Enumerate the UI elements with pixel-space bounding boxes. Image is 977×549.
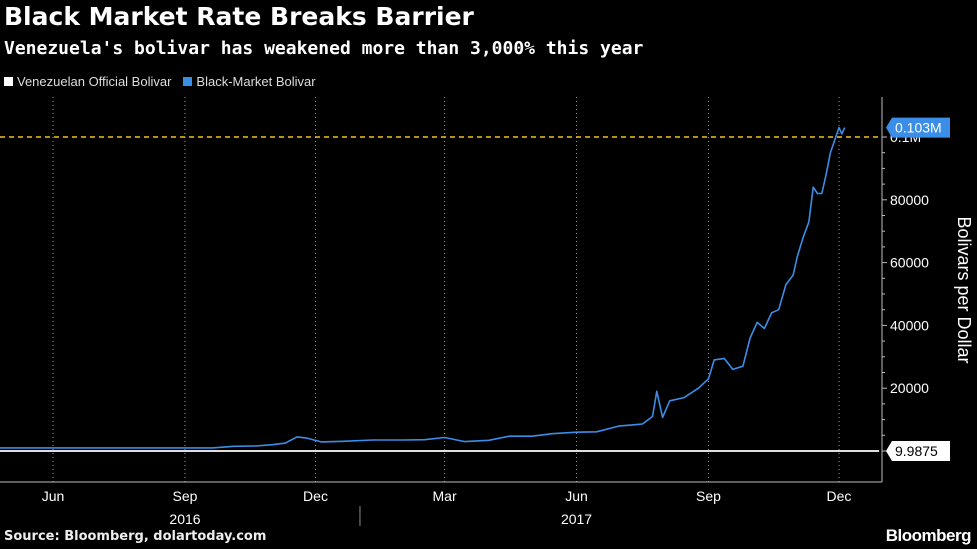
chart-subtitle: Venezuela's bolivar has weakened more th… xyxy=(4,38,644,59)
bloomberg-logo: Bloomberg xyxy=(885,526,972,545)
legend-label-official: Venezuelan Official Bolivar xyxy=(17,74,172,89)
legend-label-black-market: Black-Market Bolivar xyxy=(196,74,316,89)
x-year-label: 2016 xyxy=(169,511,200,527)
legend-swatch-official xyxy=(4,77,13,86)
series-line-black-market xyxy=(0,126,846,449)
x-tick-label: Mar xyxy=(433,488,457,504)
end-label-box-official xyxy=(886,440,950,461)
x-tick-label: Sep xyxy=(696,488,721,504)
end-label-official: 9.9875 xyxy=(895,443,938,459)
source-note: Source: Bloomberg, dolartoday.com xyxy=(4,529,267,544)
end-label-black-market: 0.103M xyxy=(895,120,942,136)
y-tick-label: 60000 xyxy=(890,255,929,271)
x-tick-label: Dec xyxy=(827,488,852,504)
legend: Venezuelan Official Bolivar Black-Market… xyxy=(4,74,316,89)
x-tick-label: Dec xyxy=(303,488,328,504)
end-label-box-black-market xyxy=(886,117,950,138)
x-tick-label: Sep xyxy=(173,488,198,504)
legend-item-black-market: Black-Market Bolivar xyxy=(183,74,316,89)
legend-item-official: Venezuelan Official Bolivar xyxy=(4,74,171,89)
y-tick-label: 80000 xyxy=(890,192,929,208)
x-tick-label: Jun xyxy=(565,488,588,504)
legend-swatch-black-market xyxy=(183,77,193,86)
y-tick-label: 20000 xyxy=(890,380,929,396)
x-tick-label: Jun xyxy=(42,488,65,504)
chart-title: Black Market Rate Breaks Barrier xyxy=(4,2,474,31)
y-tick-label: 40000 xyxy=(890,317,929,333)
y-axis-title: Bolivars per Dollar xyxy=(954,216,974,363)
x-year-label: 2017 xyxy=(561,511,592,527)
